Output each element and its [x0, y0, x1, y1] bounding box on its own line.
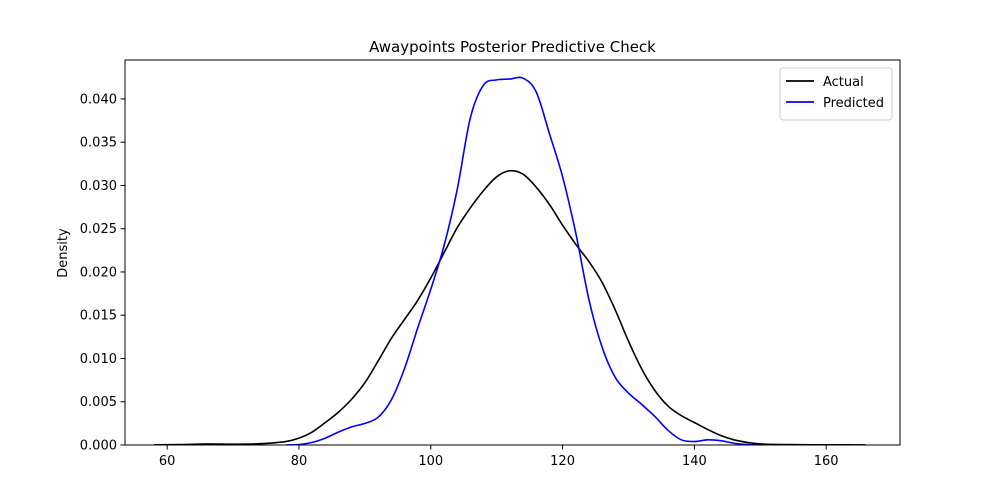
plot-area: 60 80 100 120 140 160 0.000 0.005 0.010 0.015 0.02…	[80, 59, 901, 469]
legend: Actual Predicted	[779, 67, 893, 121]
y-tick-label: 0.020	[80, 265, 117, 280]
series-line-predicted	[285, 76, 761, 445]
y-tick-label: 0.030	[80, 179, 117, 194]
x-tick-label: 60	[159, 454, 176, 469]
y-tick-label: 0.005	[80, 395, 117, 410]
series-group	[153, 76, 866, 445]
series-line-actual	[153, 169, 866, 445]
x-tick-label: 160	[814, 454, 839, 469]
y-tick-label: 0.000	[80, 439, 117, 454]
y-tick-label: 0.025	[80, 222, 117, 237]
y-tick-label: 0.040	[80, 92, 117, 107]
x-tick-label: 100	[418, 454, 443, 469]
y-tick-label: 0.010	[80, 352, 117, 367]
y-tick-label: 0.035	[80, 136, 117, 151]
legend-label-predicted: Predicted	[823, 96, 884, 111]
chart-title: Awaypoints Posterior Predictive Check	[369, 38, 656, 56]
x-tick-label: 80	[291, 454, 308, 469]
axes-frame	[124, 59, 901, 446]
legend-label-actual: Actual	[823, 75, 864, 90]
y-tick-label: 0.015	[80, 309, 117, 324]
y-axis-label: Density	[56, 228, 71, 278]
x-tick-label: 120	[550, 454, 575, 469]
x-tick-label: 140	[682, 454, 707, 469]
